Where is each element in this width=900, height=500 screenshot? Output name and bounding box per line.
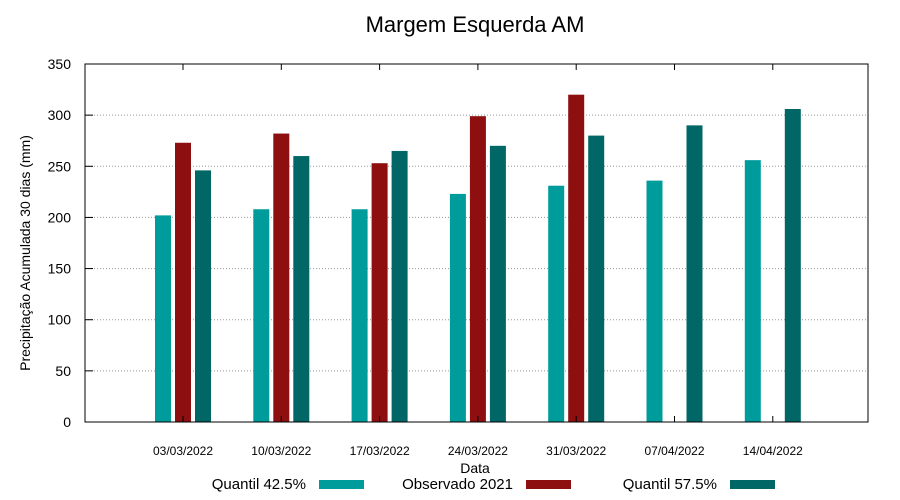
chart-title: Margem Esquerda AM bbox=[366, 12, 585, 37]
legend-label: Quantil 42.5% bbox=[212, 476, 306, 493]
x-tick-label: 10/03/2022 bbox=[251, 444, 311, 458]
x-tick-label: 17/03/2022 bbox=[350, 444, 410, 458]
x-axis-label: Data bbox=[460, 460, 490, 476]
bar bbox=[469, 116, 486, 422]
legend-label: Quantil 57.5% bbox=[623, 476, 717, 493]
bar bbox=[351, 209, 368, 422]
x-tick-label: 14/04/2022 bbox=[743, 444, 803, 458]
y-tick-label: 350 bbox=[48, 56, 72, 72]
y-tick-label: 200 bbox=[48, 209, 72, 225]
y-tick-label: 250 bbox=[48, 158, 72, 174]
bar bbox=[784, 109, 801, 423]
legend: Quantil 42.5% Observado 2021 Quantil 57.5% bbox=[212, 476, 775, 493]
bar bbox=[646, 180, 663, 422]
bar bbox=[391, 150, 408, 422]
bar bbox=[568, 94, 585, 422]
y-tick-label: 300 bbox=[48, 107, 72, 123]
x-tick-label: 07/04/2022 bbox=[644, 444, 704, 458]
legend-swatch bbox=[526, 480, 571, 489]
bar bbox=[273, 133, 290, 422]
y-tick-label: 0 bbox=[63, 414, 71, 430]
legend-label: Observado 2021 bbox=[402, 476, 513, 493]
bar bbox=[449, 193, 466, 422]
bar bbox=[548, 185, 565, 422]
bar bbox=[588, 135, 605, 422]
bar bbox=[155, 215, 171, 422]
x-tick-label: 31/03/2022 bbox=[546, 444, 606, 458]
bar bbox=[744, 160, 761, 423]
legend-swatch bbox=[319, 480, 364, 489]
bar bbox=[175, 142, 191, 422]
y-tick-label: 50 bbox=[55, 363, 71, 379]
x-tick-label: 24/03/2022 bbox=[448, 444, 508, 458]
x-axis: 03/03/2022 10/03/2022 17/03/2022 24/03/2022… bbox=[153, 64, 803, 458]
plot-frame bbox=[84, 63, 869, 423]
legend-swatch bbox=[730, 480, 775, 489]
y-axis: 0 50 100 150 200 250 300 350 bbox=[48, 56, 93, 430]
bar bbox=[686, 125, 703, 422]
bar bbox=[195, 170, 211, 422]
y-tick-label: 100 bbox=[48, 312, 72, 328]
x-tick-label: 03/03/2022 bbox=[153, 444, 213, 458]
bars bbox=[155, 94, 801, 423]
bar bbox=[253, 209, 270, 422]
y-tick-label: 150 bbox=[48, 261, 72, 277]
bar bbox=[371, 163, 388, 422]
bar bbox=[489, 145, 506, 423]
bar bbox=[293, 156, 310, 423]
y-axis-label: Precipitação Acumulada 30 dias (mm) bbox=[17, 135, 33, 371]
